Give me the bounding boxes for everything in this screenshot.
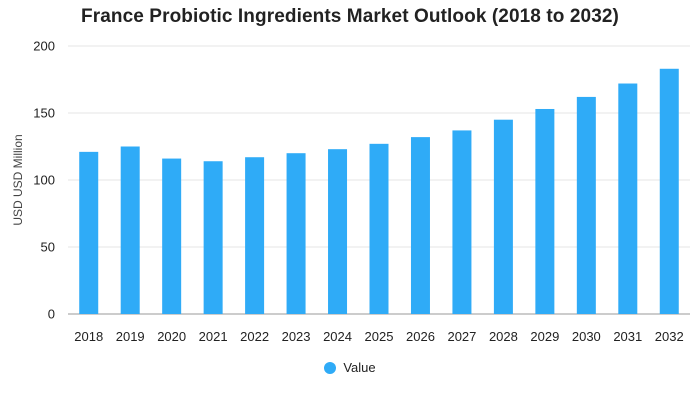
x-tick-label: 2018 — [74, 329, 103, 344]
x-tick-label: 2026 — [406, 329, 435, 344]
x-tick-label: 2031 — [613, 329, 642, 344]
legend-swatch — [324, 361, 337, 374]
legend: Value — [0, 360, 700, 375]
bar-2019 — [120, 146, 140, 314]
x-tick-label: 2023 — [282, 329, 311, 344]
bar-2021 — [203, 161, 223, 314]
y-tick-label: 50 — [41, 240, 55, 255]
y-tick-labels: 0 50 100 150 200 — [33, 39, 55, 322]
y-tick-label: 0 — [48, 307, 55, 322]
x-tick-label: 2028 — [489, 329, 518, 344]
bar-2025 — [369, 143, 389, 314]
x-tick-label: 2019 — [116, 329, 145, 344]
bar-2030 — [576, 96, 596, 314]
x-tick-label: 2029 — [530, 329, 559, 344]
y-tick-label: 100 — [33, 173, 55, 188]
x-tick-label: 2025 — [365, 329, 394, 344]
bars — [79, 68, 679, 315]
legend-label: Value — [343, 360, 376, 375]
bar-2027 — [452, 130, 472, 314]
bar-2022 — [245, 157, 265, 314]
bar-2026 — [410, 137, 430, 314]
x-tick-label: 2024 — [323, 329, 352, 344]
bar-2032 — [659, 68, 679, 314]
chart-title: France Probiotic Ingredients Market Outl… — [81, 6, 619, 27]
bar-2020 — [162, 158, 182, 314]
y-axis-title: USD USD Million — [11, 134, 25, 225]
x-tick-label: 2022 — [240, 329, 269, 344]
bar-2028 — [493, 119, 513, 314]
x-tick-label: 2021 — [199, 329, 228, 344]
x-tick-labels: 2018 2019 2020 2021 2022 2023 2024 2025 2026 2027… — [74, 329, 683, 344]
bar-2018 — [79, 151, 99, 314]
x-tick-label: 2030 — [572, 329, 601, 344]
bar-2031 — [618, 83, 638, 315]
x-tick-label: 2027 — [447, 329, 476, 344]
y-tick-label: 150 — [33, 106, 55, 121]
bar-2024 — [328, 149, 348, 314]
y-tick-label: 200 — [33, 39, 55, 54]
bar-2029 — [535, 108, 555, 314]
bar-2023 — [286, 153, 306, 314]
x-tick-label: 2020 — [157, 329, 186, 344]
x-tick-label: 2032 — [655, 329, 684, 344]
